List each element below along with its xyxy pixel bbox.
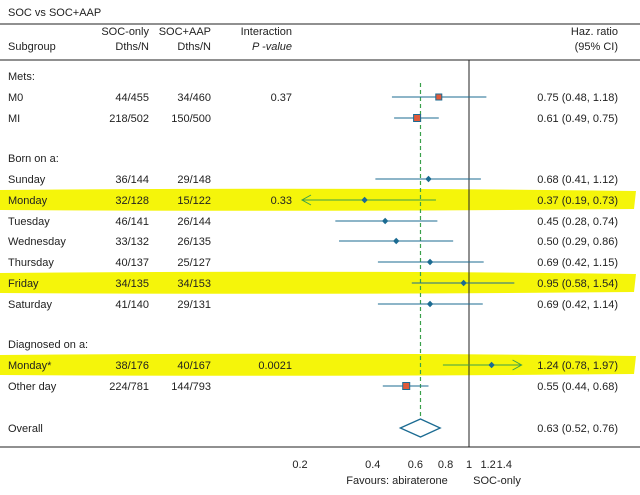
row-label: Tuesday: [8, 216, 50, 228]
hr-ci-text: 1.24 (0.78, 1.97): [537, 360, 618, 372]
col-header-aap-line1: SOC+AAP: [159, 26, 211, 38]
point-estimate-square: [402, 382, 411, 390]
point-estimate-diamond: [381, 217, 389, 225]
hr-ci-text: 0.75 (0.48, 1.18): [537, 92, 618, 104]
point-estimate-square: [413, 114, 422, 122]
row-label: Saturday: [8, 299, 53, 311]
hr-ci-text: 0.63 (0.52, 0.76): [537, 423, 618, 435]
hr-ci-text: 0.69 (0.42, 1.14): [537, 299, 618, 311]
favours-left-label: Favours: abiraterone: [346, 475, 448, 487]
soc-only-deaths: 36/144: [115, 174, 149, 186]
col-header-soc-line1: SOC-only: [101, 26, 149, 38]
row-label: Monday*: [8, 360, 52, 372]
x-tick-label: 1: [466, 459, 472, 471]
point-estimate-diamond: [426, 300, 434, 308]
point-estimate-diamond: [488, 361, 495, 369]
point-estimate-diamond: [460, 279, 467, 287]
group-header: Diagnosed on a:: [8, 339, 88, 351]
x-tick-label: 1.2: [480, 459, 495, 471]
soc-aap-deaths: 26/135: [177, 236, 211, 248]
soc-only-deaths: 44/455: [115, 92, 149, 104]
soc-only-deaths: 38/176: [115, 360, 149, 372]
row-label: Monday: [8, 195, 48, 207]
favours-right-label: SOC-only: [473, 475, 521, 487]
x-tick-label: 1.4: [497, 459, 512, 471]
group-header: Mets:: [8, 71, 35, 83]
row-label: M0: [8, 92, 23, 104]
interaction-p-value: 0.0021: [258, 360, 292, 372]
hr-ci-text: 0.69 (0.42, 1.15): [537, 257, 618, 269]
soc-only-deaths: 224/781: [109, 381, 149, 393]
soc-aap-deaths: 34/460: [177, 92, 211, 104]
point-estimate-diamond: [393, 237, 400, 245]
highlight-layer: [0, 188, 636, 376]
soc-aap-deaths: 15/122: [177, 195, 211, 207]
hr-ci-text: 0.61 (0.49, 0.75): [537, 113, 618, 125]
soc-only-deaths: 34/135: [115, 278, 149, 290]
x-tick-label: 0.6: [408, 459, 423, 471]
hr-ci-text: 0.37 (0.19, 0.73): [537, 195, 618, 207]
row-label: Sunday: [8, 174, 46, 186]
interaction-p-value: 0.33: [271, 195, 292, 207]
interaction-p-value: 0.37: [271, 92, 292, 104]
x-tick-label: 0.2: [292, 459, 307, 471]
soc-aap-deaths: 26/144: [177, 216, 211, 228]
col-header-aap-line2: Dths/N: [177, 41, 211, 53]
soc-aap-deaths: 150/500: [171, 113, 211, 125]
row-label: Thursday: [8, 257, 54, 269]
hr-ci-text: 0.45 (0.28, 0.74): [537, 216, 618, 228]
col-header-hr-line1: Haz. ratio: [571, 26, 618, 38]
soc-aap-deaths: 144/793: [171, 381, 211, 393]
soc-only-deaths: 33/132: [115, 236, 149, 248]
col-header-subgroup: Subgroup: [8, 41, 56, 53]
group-header: Born on a:: [8, 153, 59, 165]
point-estimate-diamond: [426, 258, 434, 266]
col-header-interaction-line1: Interaction: [241, 26, 292, 38]
soc-only-deaths: 40/137: [115, 257, 149, 269]
x-tick-label: 0.8: [438, 459, 453, 471]
hr-ci-text: 0.50 (0.29, 0.86): [537, 236, 618, 248]
point-estimate-diamond: [361, 196, 368, 204]
hr-ci-text: 0.95 (0.58, 1.54): [537, 278, 618, 290]
col-header-interaction-line2: P -value: [252, 41, 292, 53]
rows-layer: Mets: M0 44/455 34/460 0.37 0.75 (0.48, 1.18)…: [8, 71, 618, 438]
soc-aap-deaths: 29/131: [177, 299, 211, 311]
row-label: Friday: [8, 278, 39, 290]
point-estimate-diamond: [425, 175, 432, 183]
soc-aap-deaths: 34/153: [177, 278, 211, 290]
x-axis: 0.2 0.4 0.6 0.8 1 1.2 1.4: [292, 459, 512, 471]
point-estimate-square: [435, 93, 443, 101]
hr-ci-text: 0.68 (0.41, 1.12): [537, 174, 618, 186]
soc-aap-deaths: 29/148: [177, 174, 211, 186]
chart-title: SOC vs SOC+AAP: [8, 7, 101, 19]
row-label: Other day: [8, 381, 57, 393]
col-header-soc-line2: Dths/N: [115, 41, 149, 53]
soc-only-deaths: 218/502: [109, 113, 149, 125]
soc-aap-deaths: 25/127: [177, 257, 211, 269]
highlight-band: [0, 271, 636, 294]
highlight-band: [0, 353, 636, 376]
soc-only-deaths: 46/141: [115, 216, 149, 228]
soc-only-deaths: 32/128: [115, 195, 149, 207]
row-label: MI: [8, 113, 20, 125]
x-tick-label: 0.4: [365, 459, 380, 471]
row-label: Wednesday: [8, 236, 66, 248]
soc-aap-deaths: 40/167: [177, 360, 211, 372]
col-header-hr-line2: (95% CI): [575, 41, 618, 53]
row-label: Overall: [8, 423, 43, 435]
hr-ci-text: 0.55 (0.44, 0.68): [537, 381, 618, 393]
soc-only-deaths: 41/140: [115, 299, 149, 311]
overall-diamond: [398, 418, 442, 438]
